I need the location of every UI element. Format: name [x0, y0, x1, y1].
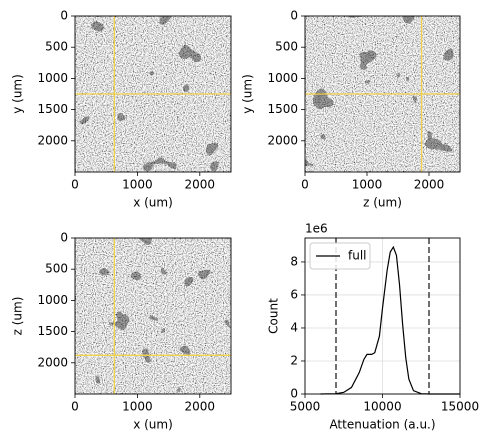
y-axis-label: z (um) [11, 297, 25, 336]
x-tick-label: 0 [301, 178, 309, 192]
y-tick-label: 500 [45, 262, 68, 276]
x-tick-label: 2000 [414, 178, 445, 192]
y-tick-label: 4 [290, 320, 298, 334]
x-tick-label: 15000 [441, 400, 479, 414]
axes-frame [74, 237, 232, 395]
y-tick-label: 1500 [37, 324, 68, 338]
y-tick-label: 2000 [37, 355, 68, 369]
x-tick-label: 0 [71, 178, 79, 192]
y-tick-label: 0 [60, 9, 68, 23]
y-tick-label: 1000 [37, 293, 68, 307]
subplot: 0 1000 2000 0 500 1000 1500 2000 x (um) y (um) [11, 9, 232, 210]
y-tick-label: 2 [290, 353, 298, 367]
x-axis-label: x (um) [133, 418, 173, 432]
y-tick-label: 500 [45, 40, 68, 54]
x-tick-label: 5000 [290, 400, 321, 414]
series-line [320, 245, 460, 395]
y-tick-label: 1000 [267, 71, 298, 85]
x-axis-label: Attenuation (a.u.) [329, 418, 435, 432]
slice-image [75, 238, 231, 394]
y-tick-label: 1000 [37, 71, 68, 85]
x-tick-label: 0 [71, 400, 79, 414]
y-axis-label: y (um) [11, 74, 25, 114]
y-tick-label: 0 [290, 387, 298, 401]
x-tick-label: 10000 [363, 400, 401, 414]
x-tick-label: 1000 [122, 400, 153, 414]
y-tick-label: 1500 [267, 102, 298, 116]
axes-frame [304, 15, 461, 173]
y-offset-label: 1e6 [305, 222, 328, 236]
y-tick-label: 1500 [37, 102, 68, 116]
axes-frame [74, 15, 232, 173]
y-tick-label: 0 [290, 9, 298, 23]
y-axis-label: y (um) [241, 74, 255, 114]
subplot: 0 1000 2000 0 500 1000 1500 2000 x (um) z (um) [11, 231, 232, 432]
y-tick-label: 0 [60, 231, 68, 245]
y-axis-label: Count [267, 298, 281, 334]
x-tick-label: 2000 [185, 400, 216, 414]
y-tick-label: 500 [275, 40, 298, 54]
x-axis-label: z (um) [363, 196, 402, 210]
subplot: full 1e6 5000 10000 15000 0 2 4 6 8 Attenuation (a… [267, 222, 480, 432]
x-tick-label: 2000 [185, 178, 216, 192]
y-tick-label: 6 [290, 287, 298, 301]
x-tick-label: 1000 [122, 178, 153, 192]
subplot: 0 1000 2000 0 500 1000 1500 2000 z (um) y (um) [241, 9, 461, 210]
y-tick-label: 2000 [37, 133, 68, 147]
x-axis-label: x (um) [133, 196, 173, 210]
legend-label: full [348, 249, 367, 263]
x-tick-label: 1000 [352, 178, 383, 192]
y-tick-label: 2000 [267, 133, 298, 147]
y-tick-label: 8 [290, 254, 298, 268]
